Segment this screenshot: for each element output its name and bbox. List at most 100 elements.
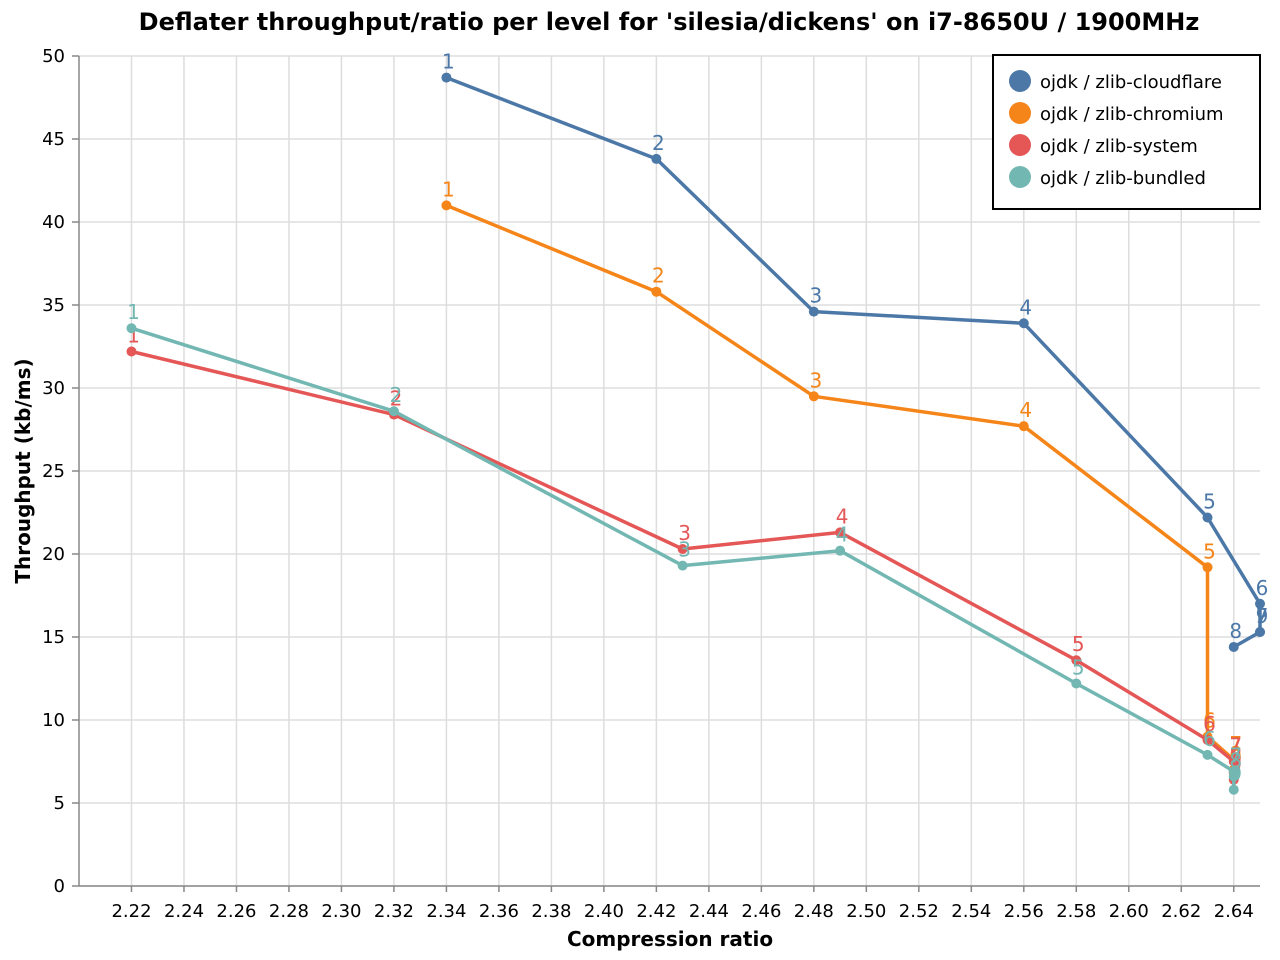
- data-point: [1018, 318, 1029, 329]
- data-point: [808, 306, 819, 317]
- point-label: 5: [1203, 539, 1216, 563]
- x-tick-label: 2.34: [426, 901, 466, 922]
- point-label: 5: [1072, 632, 1085, 656]
- x-tick-label: 2.44: [689, 901, 729, 922]
- point-label: 9: [1229, 762, 1242, 786]
- point-label: 6: [1203, 712, 1216, 736]
- data-point: [441, 72, 452, 83]
- data-point: [1071, 678, 1082, 689]
- data-point: [1255, 598, 1265, 609]
- point-label: 2: [390, 387, 403, 411]
- data-point: [1228, 771, 1239, 782]
- point-label: 4: [1019, 398, 1032, 422]
- x-tick-label: 2.30: [321, 901, 361, 922]
- x-tick-label: 2.50: [846, 901, 886, 922]
- x-axis-title: Compression ratio: [567, 927, 773, 951]
- data-point: [835, 527, 846, 538]
- data-point: [651, 286, 662, 297]
- data-point: [1228, 641, 1239, 652]
- data-point: [651, 153, 662, 164]
- point-label: 2: [390, 383, 403, 407]
- series-0: 1 2 3 4 5 6 789: [441, 50, 1268, 652]
- data-point: [441, 200, 452, 211]
- point-label: 2: [652, 131, 665, 155]
- legend-label: ojdk / zlib-cloudflare: [1040, 72, 1222, 93]
- data-point: [1255, 627, 1265, 638]
- y-tick-label: 15: [42, 627, 65, 648]
- x-tick-label: 2.62: [1161, 901, 1201, 922]
- point-label: 1: [442, 50, 455, 74]
- y-tick-label: 5: [54, 793, 65, 814]
- data-point: [1202, 734, 1213, 745]
- y-tick-label: 0: [54, 876, 65, 897]
- data-point: [1202, 562, 1213, 573]
- point-label: 2: [652, 264, 665, 288]
- x-tick-label: 2.38: [531, 901, 571, 922]
- data-point: [677, 544, 688, 555]
- data-point: [677, 560, 688, 571]
- y-axis-title: Throughput (kb/ms): [11, 358, 35, 583]
- x-tick-label: 2.36: [479, 901, 519, 922]
- series-layer: 123456789123456789123456789123456789: [126, 50, 1268, 795]
- point-label: 7: [1229, 743, 1242, 767]
- legend-label: ojdk / zlib-bundled: [1040, 168, 1206, 189]
- point-label: 6: [1203, 709, 1216, 733]
- y-tick-label: 40: [42, 212, 65, 233]
- data-point: [835, 545, 846, 556]
- y-tick-label: 20: [42, 544, 65, 565]
- x-tick-label: 2.56: [1004, 901, 1044, 922]
- point-label: 3: [809, 284, 822, 308]
- data-point: [126, 323, 137, 334]
- data-point: [808, 391, 819, 402]
- point-label: 5: [1203, 489, 1216, 513]
- point-label: 4: [836, 523, 849, 547]
- legend: ojdk / zlib-cloudflare ojdk / zlib-chromi…: [992, 54, 1261, 210]
- x-tick-label: 2.24: [164, 901, 204, 922]
- point-label: 6: [1203, 727, 1216, 751]
- chart-title: Deflater throughput/ratio per level for …: [139, 8, 1200, 36]
- point-label: 7: [1229, 734, 1242, 758]
- point-label: 3: [678, 521, 691, 545]
- y-tick-label: 35: [42, 295, 65, 316]
- point-label: 4: [836, 504, 849, 528]
- data-point: [1202, 749, 1213, 760]
- x-tick-label: 2.40: [584, 901, 624, 922]
- point-label: 4: [1019, 295, 1032, 319]
- point-label: 1: [127, 300, 140, 324]
- data-point: [1228, 784, 1239, 795]
- y-tick-label: 45: [42, 129, 65, 150]
- point-label: 1: [442, 177, 455, 201]
- legend-swatch: [1009, 166, 1031, 188]
- y-tick-label: 30: [42, 378, 65, 399]
- x-tick-label: 2.32: [374, 901, 414, 922]
- x-tick-label: 2.54: [951, 901, 991, 922]
- x-tick-label: 2.46: [741, 901, 781, 922]
- x-tick-label: 2.52: [899, 901, 939, 922]
- y-tick-label: 50: [42, 46, 65, 67]
- x-tick-label: 2.42: [636, 901, 676, 922]
- x-tick-label: 2.48: [794, 901, 834, 922]
- y-tick-label: 10: [42, 710, 65, 731]
- data-point: [126, 346, 137, 357]
- legend-box: [992, 54, 1261, 210]
- point-label: 8: [1229, 748, 1242, 772]
- data-point: [1018, 421, 1029, 432]
- point-label: 7: [1229, 732, 1242, 756]
- series-line: [445, 203, 1236, 774]
- legend-label: ojdk / zlib-chromium: [1040, 104, 1224, 125]
- legend-swatch: [1009, 70, 1031, 92]
- x-tick-label: 2.58: [1056, 901, 1096, 922]
- point-label: 9: [1256, 604, 1269, 628]
- point-label: 3: [678, 538, 691, 562]
- legend-swatch: [1009, 102, 1031, 124]
- data-point: [1071, 655, 1082, 666]
- x-tick-label: 2.22: [111, 901, 151, 922]
- legend-swatch: [1009, 134, 1031, 156]
- axes: 2.22 2.24 2.26 2.28 2.30 2.32 2.34 2.36 2.38 2.40…: [42, 46, 1260, 922]
- point-label: 6: [1256, 576, 1269, 600]
- x-tick-label: 2.26: [216, 901, 256, 922]
- y-tick-label: 25: [42, 461, 65, 482]
- legend-label: ojdk / zlib-system: [1040, 136, 1198, 157]
